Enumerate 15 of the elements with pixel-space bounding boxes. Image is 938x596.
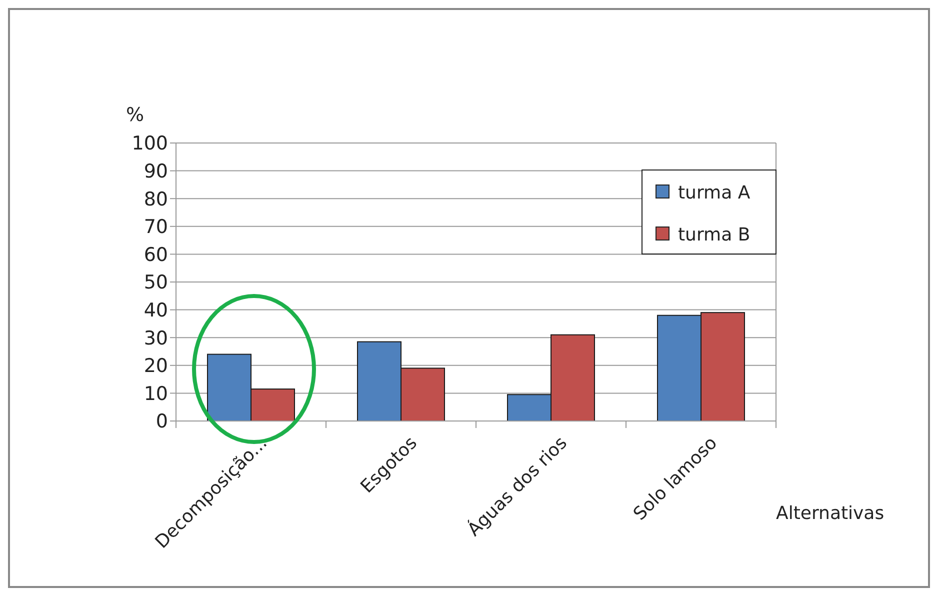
y-tick-label: 0 [156,410,168,433]
y-tick-label: 80 [144,188,168,210]
legend-label: turma B [678,224,750,246]
y-tick-label: 40 [144,299,168,322]
y-tick-label: 10 [144,382,168,405]
y-tick-label: 20 [144,355,168,378]
y-tick-label: 70 [144,216,168,238]
y-tick-label: 30 [144,327,168,350]
y-tick-label: 60 [144,244,168,266]
y-tick-label: 100 [132,132,168,155]
y-tick-label: 50 [144,272,168,294]
legend-label: turma A [678,182,751,204]
x-axis-title: Alternativas [776,503,884,524]
y-tick-label: 90 [144,160,168,182]
y-axis-title: % [126,104,144,126]
